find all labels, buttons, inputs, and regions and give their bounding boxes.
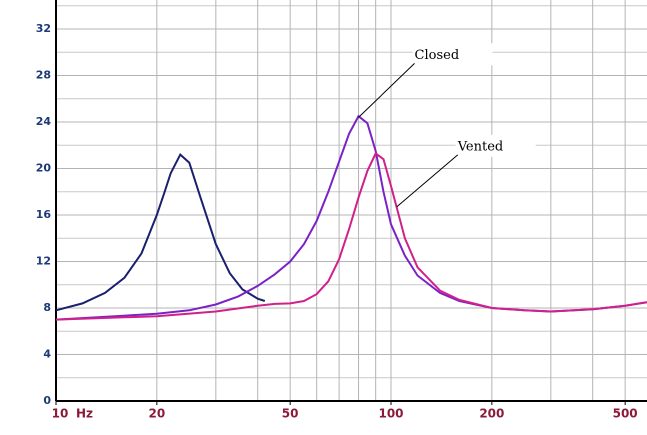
y-tick-label: 4 [43, 348, 51, 361]
x-tick-label: 200 [479, 407, 504, 421]
annotation-pointer [358, 63, 415, 118]
annotation-box [412, 43, 493, 66]
curve [55, 151, 647, 321]
y-tick-label: 12 [36, 255, 51, 268]
annotation-pointer [396, 154, 459, 208]
x-tick-label: 20 [148, 407, 165, 421]
x-tick-label: 50 [282, 407, 299, 421]
y-tick-label: 16 [36, 208, 52, 221]
x-tick-label: 500 [613, 407, 638, 421]
annotation: Closed [415, 48, 460, 63]
x-tick-label: 10 [52, 407, 69, 421]
x-tick-label: 100 [378, 407, 403, 421]
x-unit: Hz [76, 407, 93, 421]
y-tick-label: 28 [36, 69, 51, 82]
y-tick-label: 20 [36, 162, 52, 175]
annotation: Vented [457, 139, 504, 154]
y-tick-label: 8 [43, 301, 51, 314]
curve [55, 152, 266, 312]
y-tick-label: 0 [43, 394, 51, 407]
annotation-box [455, 134, 536, 157]
y-tick-label: 32 [36, 22, 51, 35]
y-tick-label: 24 [36, 115, 52, 128]
